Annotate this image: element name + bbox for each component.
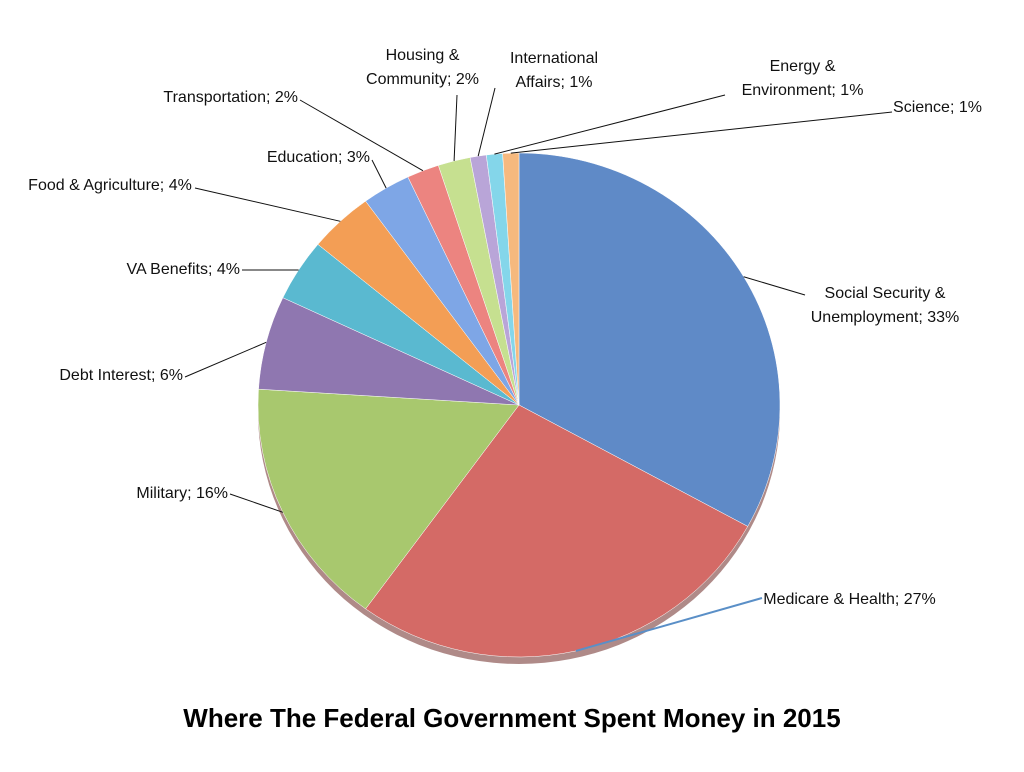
leader-line (184, 341, 267, 378)
slice-label: Education; 3% (266, 149, 370, 166)
slice-label: Transportation; 2% (163, 89, 298, 106)
slice-label: Science; 1% (893, 99, 982, 116)
slice-label: Military; 16% (136, 485, 228, 502)
slice-label: Medicare & Health; 27% (763, 591, 936, 608)
slice-label: Social Security & Unemployment; 33% (810, 285, 960, 326)
slice-label: VA Benefits; 4% (126, 261, 240, 278)
leader-line (743, 276, 806, 296)
leader-line (477, 87, 496, 157)
slice-label: Housing & Community; 2% (366, 47, 479, 88)
leader-line (194, 187, 341, 222)
leader-line (575, 597, 763, 652)
leader-line (453, 94, 458, 161)
pie-slice (257, 388, 520, 610)
chart-title: Where The Federal Government Spent Money… (183, 703, 841, 733)
leader-line (299, 99, 424, 172)
slice-label: Energy & Environment; 1% (741, 58, 864, 99)
leader-line (494, 94, 726, 155)
slice-label: Food & Agriculture; 4% (28, 177, 192, 194)
slice-label: International Affairs; 1% (509, 50, 599, 91)
leader-line (371, 159, 387, 189)
pie-slice (518, 152, 781, 527)
slice-label: Debt Interest; 6% (59, 367, 183, 384)
leader-line (510, 111, 893, 154)
leader-line (229, 493, 284, 513)
